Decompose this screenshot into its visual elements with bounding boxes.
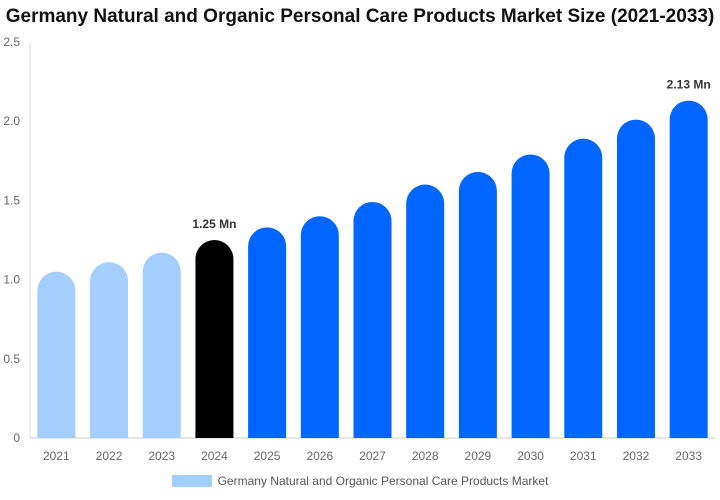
x-tick-label: 2031	[570, 449, 597, 463]
data-label-2024: 1.25 Mn	[192, 217, 236, 231]
x-tick-label: 2027	[359, 449, 386, 463]
bar-2027	[353, 201, 392, 438]
bar-2024	[195, 240, 234, 438]
x-tick-label: 2026	[306, 449, 333, 463]
y-tick-label: 1.0	[3, 273, 20, 287]
x-tick-label: 2032	[623, 449, 650, 463]
bar-2026	[300, 216, 339, 438]
x-tick-label: 2024	[201, 449, 228, 463]
x-tick-label: 2030	[517, 449, 544, 463]
chart-title: Germany Natural and Organic Personal Car…	[5, 6, 715, 27]
bar-2021	[37, 271, 76, 438]
bar-2023	[142, 252, 181, 438]
bar-2033	[669, 100, 708, 438]
bar-2029	[458, 171, 497, 438]
bar-2030	[511, 154, 550, 438]
x-tick-label: 2025	[254, 449, 281, 463]
x-tick-label: 2028	[412, 449, 439, 463]
y-tick-label: 2.5	[3, 35, 20, 49]
y-tick-label: 1.5	[3, 193, 20, 207]
legend: Germany Natural and Organic Personal Car…	[0, 474, 720, 488]
x-tick-label: 2021	[43, 449, 70, 463]
bar-2032	[616, 119, 655, 438]
bar-2031	[564, 138, 603, 438]
x-tick-label: 2022	[96, 449, 123, 463]
bar-2022	[90, 262, 129, 438]
bar-2028	[406, 184, 445, 438]
bar-chart: 0 0.5 1.0 1.5 2.0 2.5 2021 2022 2023 2024 1.25 Mn 2…	[3, 35, 715, 463]
x-tick-label: 2033	[675, 449, 702, 463]
y-tick-label: 0	[13, 431, 20, 445]
data-label-2033: 2.13 Mn	[667, 78, 711, 92]
x-tick-label: 2029	[465, 449, 492, 463]
y-tick-label: 2.0	[3, 114, 20, 128]
bar-2025	[248, 227, 287, 438]
legend-label: Germany Natural and Organic Personal Car…	[217, 474, 549, 488]
x-tick-label: 2023	[148, 449, 175, 463]
y-tick-label: 0.5	[3, 352, 20, 366]
legend-swatch	[171, 475, 212, 487]
